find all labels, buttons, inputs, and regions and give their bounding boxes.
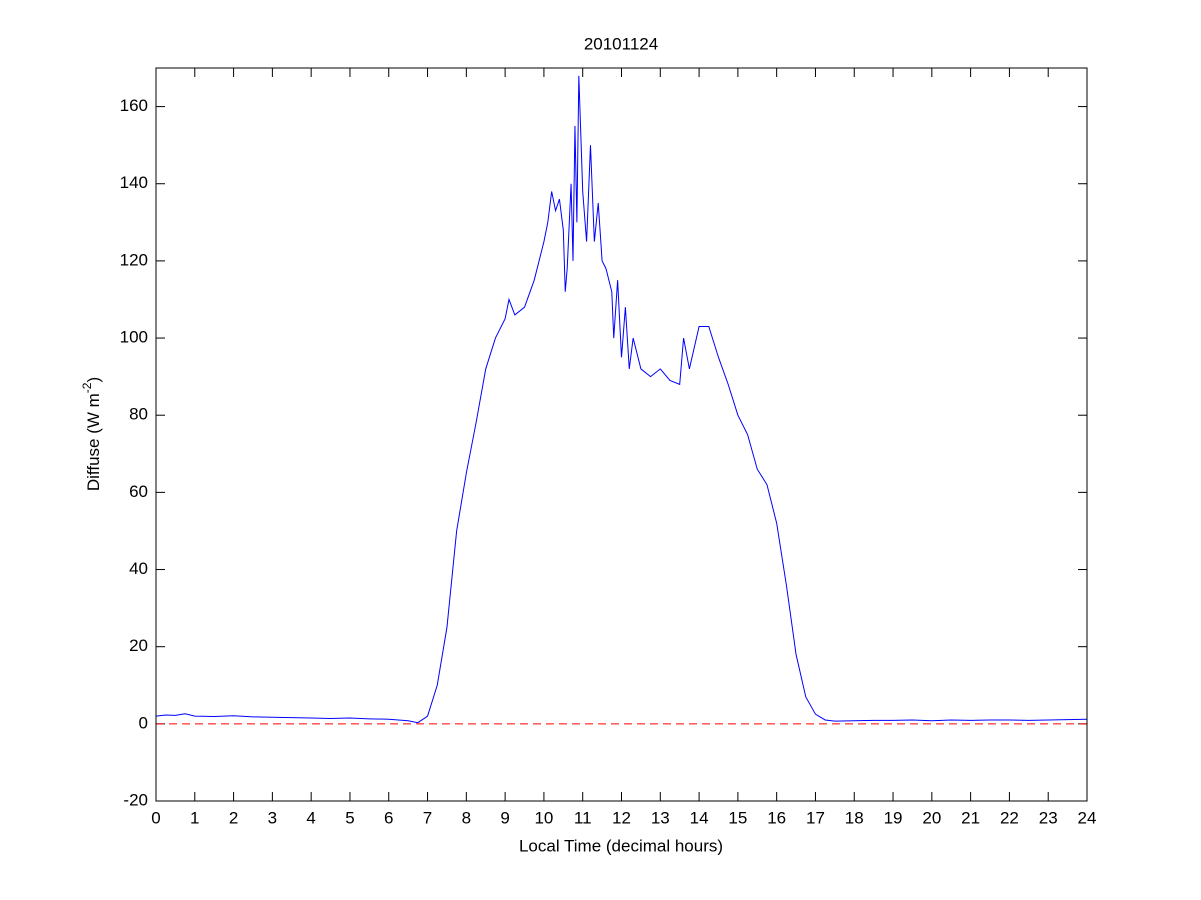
x-tick-label: 12 [612, 808, 631, 827]
y-tick-label: 80 [129, 405, 148, 424]
y-tick-label: 40 [129, 559, 148, 578]
y-tick-label: 120 [120, 250, 148, 269]
data-line [155, 75, 1088, 724]
x-tick-label: 14 [690, 808, 709, 827]
x-tick-label: 5 [345, 808, 354, 827]
x-tick-label: 6 [384, 808, 393, 827]
x-tick-label: 22 [1000, 808, 1019, 827]
chart-title: 20101124 [584, 34, 658, 53]
x-tick-label: 18 [845, 808, 864, 827]
x-tick-label: 17 [806, 808, 825, 827]
x-tick-label: 7 [423, 808, 432, 827]
y-tick-label: 100 [120, 328, 148, 347]
y-tick-label: 20 [129, 636, 148, 655]
y-tick-label: -20 [123, 790, 148, 809]
x-tick-label: 9 [500, 808, 509, 827]
x-tick-label: 1 [190, 808, 199, 827]
x-tick-label: 13 [651, 808, 670, 827]
x-tick-label: 20 [922, 808, 941, 827]
x-tick-label: 11 [574, 808, 592, 827]
y-label-text: Diffuse (W m [84, 393, 103, 491]
y-axis-label: Diffuse (W m-2) [80, 377, 103, 491]
x-tick-label: 19 [884, 808, 903, 827]
x-tick-label: 21 [961, 808, 980, 827]
y-label-end: ) [84, 377, 103, 383]
x-tick-label: 2 [229, 808, 238, 827]
x-axis-label: Local Time (decimal hours) [519, 836, 723, 855]
x-tick-label: 3 [268, 808, 277, 827]
x-tick-label: 4 [306, 808, 315, 827]
y-tick-label: 0 [139, 713, 148, 732]
y-tick-label: 140 [120, 173, 148, 192]
x-tick-label: 15 [728, 808, 747, 827]
axes-box [155, 67, 1088, 802]
x-tick-label: 24 [1078, 808, 1097, 827]
x-tick-label: 10 [534, 808, 553, 827]
x-tick-label: 16 [767, 808, 786, 827]
x-tick-label: 23 [1039, 808, 1058, 827]
y-tick-label: 160 [120, 96, 148, 115]
y-label-sup: -2 [80, 382, 94, 393]
x-tick-label: 0 [151, 808, 160, 827]
x-tick-label: 8 [462, 808, 471, 827]
y-tick-label: 60 [129, 482, 148, 501]
